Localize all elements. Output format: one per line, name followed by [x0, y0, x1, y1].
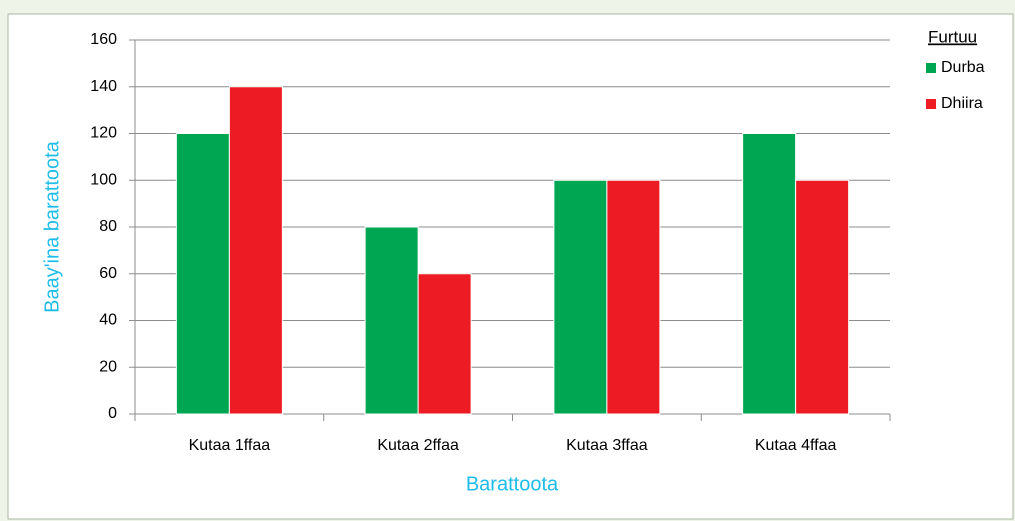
y-tick-label: 140	[90, 78, 117, 95]
x-axis-title: Barattoota	[466, 473, 559, 495]
bar	[364, 226, 419, 415]
y-tick-label: 60	[99, 265, 117, 282]
y-tick-label: 0	[108, 405, 117, 422]
chart-frame	[7, 13, 1014, 520]
legend-label: Durba	[941, 59, 985, 76]
legend-title: Furtuu	[928, 27, 977, 46]
bar	[795, 179, 850, 415]
y-tick-label: 80	[99, 218, 117, 235]
x-tick-label: Kutaa 2ffaa	[377, 437, 459, 454]
bar	[742, 133, 797, 415]
bar	[175, 133, 230, 415]
bar	[553, 179, 608, 415]
bar	[606, 179, 661, 415]
y-tick-label: 120	[90, 125, 117, 142]
x-tick-label: Kutaa 3ffaa	[566, 437, 648, 454]
y-axis-title: Baay'ina barattoota	[41, 140, 63, 313]
legend-label: Dhiira	[941, 95, 983, 112]
x-tick-label: Kutaa 4ffaa	[755, 437, 837, 454]
y-tick-label: 20	[99, 358, 117, 375]
bar	[228, 86, 283, 415]
y-tick-label: 100	[90, 171, 117, 188]
y-tick-label: 40	[99, 312, 117, 329]
y-tick-label: 160	[90, 31, 117, 48]
bar	[417, 273, 472, 415]
x-tick-label: Kutaa 1ffaa	[189, 437, 271, 454]
legend-swatch	[926, 99, 936, 109]
legend-swatch	[926, 63, 936, 73]
